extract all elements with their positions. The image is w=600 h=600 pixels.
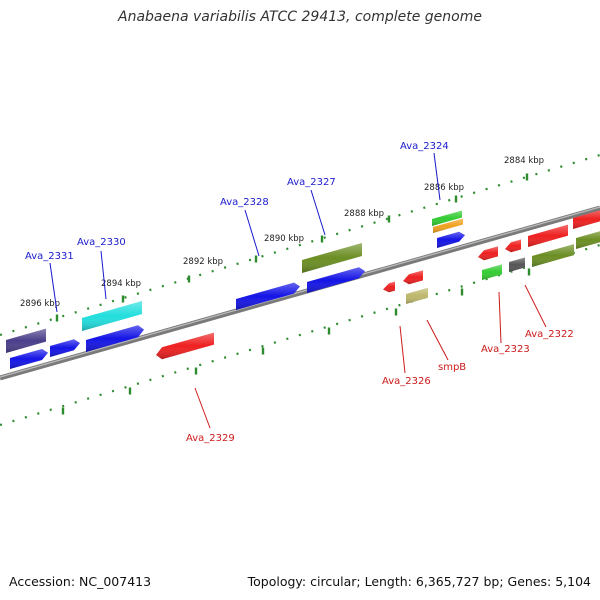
gene-feature-shading	[573, 210, 600, 229]
genes	[6, 210, 600, 369]
gene-feature-shading	[482, 264, 502, 280]
gene-feature-shading	[156, 332, 214, 360]
gene-feature-shading	[307, 267, 365, 293]
forward-label-leader	[310, 189, 326, 236]
gene-feature-shading	[236, 282, 300, 310]
reverse-label-leader	[524, 284, 547, 328]
gene-feature-shading	[437, 231, 465, 248]
gene-feature-shading	[433, 218, 463, 233]
gene-label-reverse: Ava_2329	[186, 433, 235, 444]
gene-label-forward: Ava_2330	[77, 237, 126, 248]
gene-label-forward: Ava_2331	[25, 251, 74, 262]
scale-label: 2894 kbp	[101, 279, 141, 289]
gene-feature-shading	[82, 301, 142, 331]
scale-label: 2888 kbp	[344, 209, 384, 219]
reverse-label-leader	[498, 291, 502, 344]
gene-feature-shading	[509, 257, 525, 272]
topology-info: Topology: circular; Length: 6,365,727 bp…	[247, 574, 591, 589]
gene-feature-shading	[50, 339, 80, 357]
genome-backbone	[0, 205, 600, 381]
label-leaders	[49, 152, 547, 429]
reverse-label-leader	[399, 325, 406, 374]
map-title: Anabaena variabilis ATCC 29413, complete…	[118, 9, 482, 25]
gene-label-forward: Ava_2328	[220, 197, 269, 208]
scale-labels: 2896 kbp 2894 kbp 2892 kbp 2890 kbp 2888 kbp…	[20, 156, 544, 309]
scale-label: 2892 kbp	[183, 257, 223, 267]
forward-label-leader	[100, 250, 107, 300]
gene-feature-shading	[10, 348, 48, 369]
scale-label: 2884 kbp	[504, 156, 544, 166]
gene-label-forward: Ava_2324	[400, 141, 449, 152]
gene-feature-shading	[406, 287, 428, 304]
backbone-highlight	[0, 206, 600, 378]
inner-scale-ring	[0, 243, 600, 427]
major-ticks	[55, 173, 531, 415]
gene-feature-shading	[86, 325, 144, 352]
gene-feature-shading	[302, 243, 362, 273]
forward-label-leader	[49, 262, 58, 313]
gene-feature-shading	[576, 231, 600, 249]
reverse-label-leader	[194, 387, 211, 429]
gene-feature-shading	[505, 239, 521, 253]
gene-feature-shading	[478, 246, 498, 261]
gene-label-reverse: Ava_2323	[481, 344, 530, 355]
gene-label-reverse: Ava_2326	[382, 376, 431, 387]
gene-feature-shading	[532, 244, 574, 267]
outer-scale-ring	[0, 153, 600, 337]
gene-feature-shading	[6, 328, 46, 353]
reverse-label-leader	[426, 319, 449, 361]
forward-label-leader	[244, 209, 260, 257]
scale-label: 2886 kbp	[424, 183, 464, 193]
accession-info: Accession: NC_007413	[9, 574, 152, 589]
forward-label-leader	[433, 152, 441, 201]
gene-label-reverse: Ava_2322	[525, 329, 574, 340]
gene-label-forward: Ava_2327	[287, 177, 336, 188]
gene-feature-shading	[432, 210, 462, 226]
gene-feature-shading	[403, 270, 423, 285]
scale-label: 2896 kbp	[20, 299, 60, 309]
gene-feature-shading	[528, 224, 568, 247]
gene-feature-shading	[383, 281, 395, 293]
scale-label: 2890 kbp	[264, 234, 304, 244]
gene-label-reverse: smpB	[438, 362, 466, 373]
